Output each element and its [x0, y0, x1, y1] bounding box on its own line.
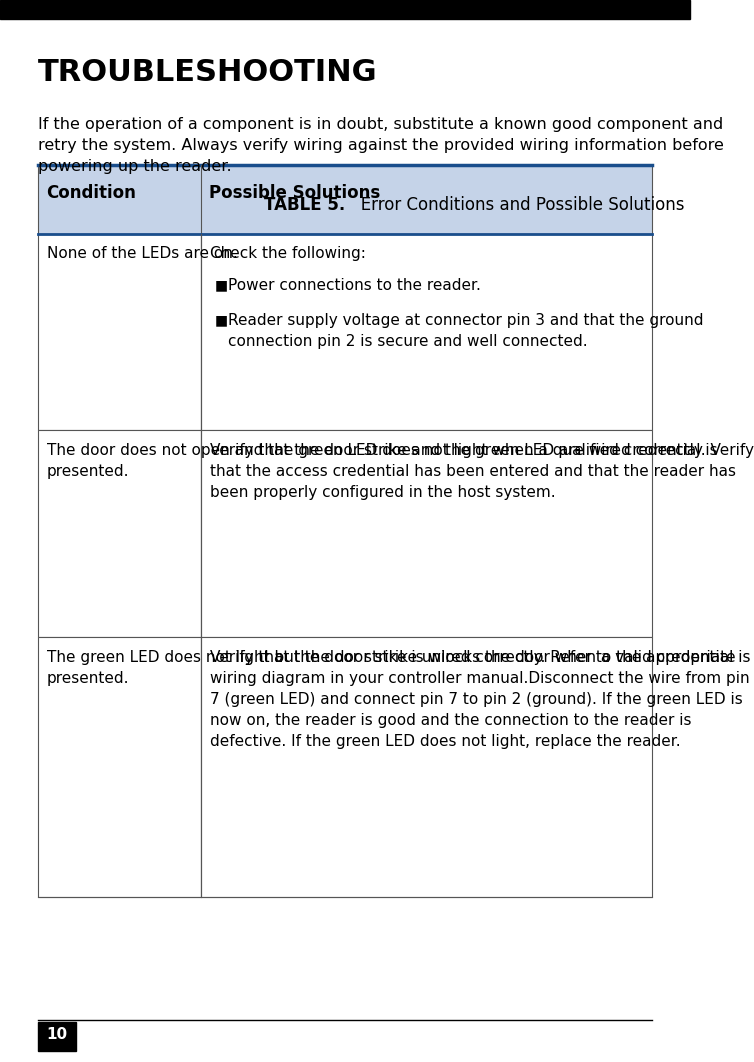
Text: Reader supply voltage at connector pin 3 and that the ground connection pin 2 is: Reader supply voltage at connector pin 3… [228, 313, 703, 349]
Text: The green LED does not light but the door strike unlocks the door when a valid c: The green LED does not light but the doo… [47, 650, 750, 686]
Bar [201, 234, 652, 430]
Text: Verify that the door strike and the green LED are wired correctly. Verify that t: Verify that the door strike and the gree… [210, 443, 754, 500]
Bar [38, 234, 201, 430]
Bar [38, 165, 652, 234]
Text: Error Conditions and Possible Solutions: Error Conditions and Possible Solutions [345, 196, 685, 215]
Text: TROUBLESHOOTING: TROUBLESHOOTING [38, 58, 378, 87]
Text: 10: 10 [47, 1027, 68, 1042]
Bar [38, 1022, 76, 1051]
Text: Possible Solutions: Possible Solutions [209, 184, 380, 202]
Text: ■: ■ [214, 278, 228, 292]
Text: TABLE 5.: TABLE 5. [264, 196, 345, 215]
Text: The door does not open and the green LED does not light when a qualified credent: The door does not open and the green LED… [47, 443, 718, 479]
Bar [38, 637, 201, 897]
Text: None of the LEDs are on.: None of the LEDs are on. [47, 246, 238, 261]
Text: If the operation of a component is in doubt, substitute a known good component a: If the operation of a component is in do… [38, 117, 724, 174]
Text: ■: ■ [214, 313, 228, 327]
Text: Check the following:: Check the following: [210, 246, 366, 261]
Text: Verify that the door strike is wired correctly. Refer to the appropriate wiring : Verify that the door strike is wired cor… [210, 650, 749, 749]
Text: Power connections to the reader.: Power connections to the reader. [228, 278, 481, 293]
Bar [38, 430, 201, 637]
Bar [0, 0, 690, 19]
Bar [201, 637, 652, 897]
Bar [201, 430, 652, 637]
Text: Condition: Condition [46, 184, 136, 202]
